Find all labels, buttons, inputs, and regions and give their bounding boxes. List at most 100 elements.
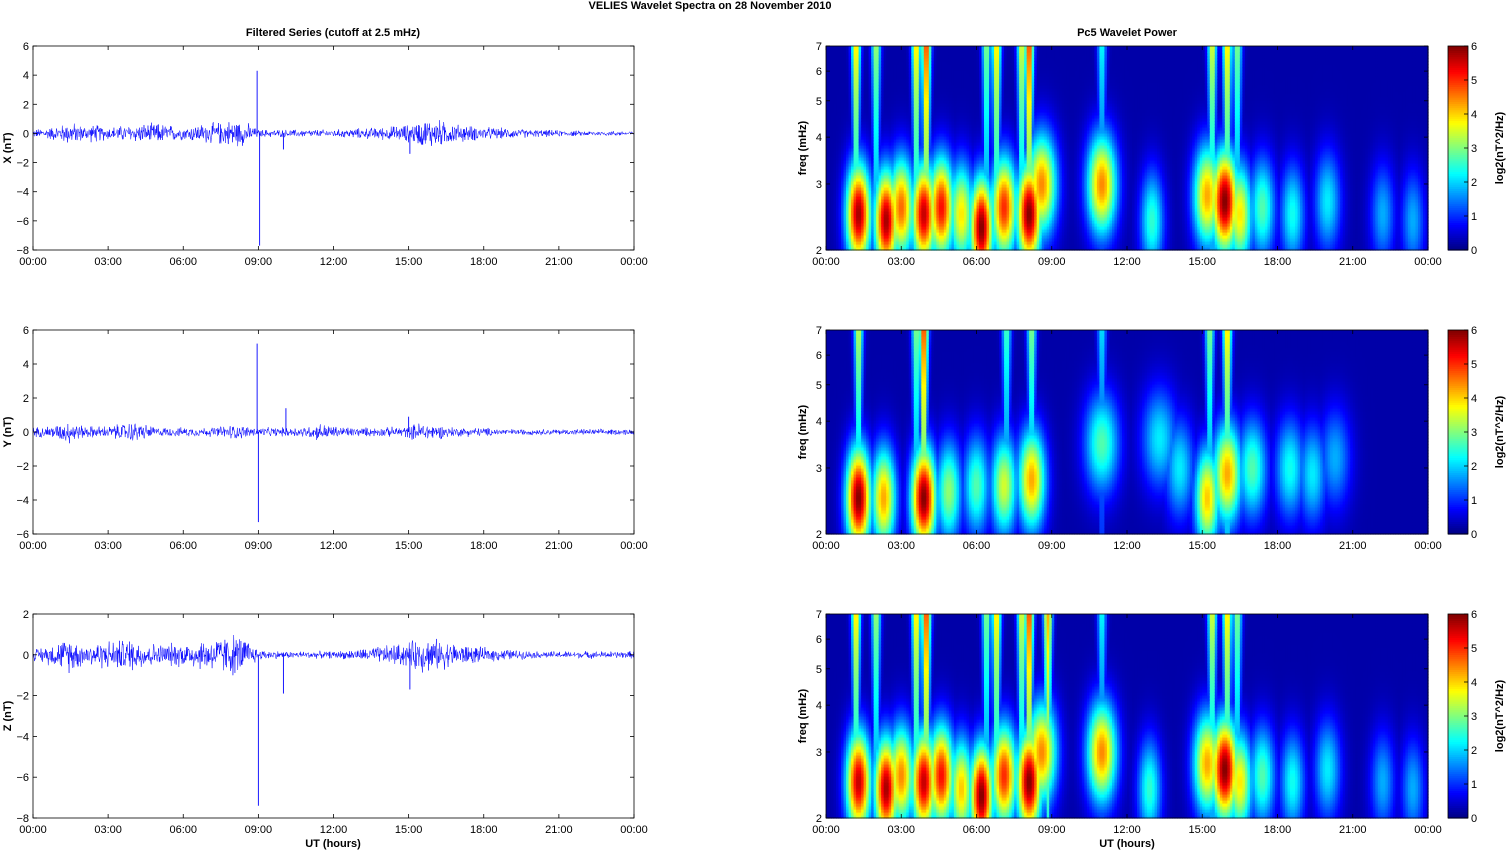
heatmap-cell — [831, 112, 835, 116]
heatmap-cell — [878, 247, 882, 251]
heatmap-cell — [848, 184, 852, 188]
heatmap-cell — [836, 133, 840, 137]
heatmap-cell — [846, 211, 850, 215]
heatmap-cell — [838, 232, 842, 236]
heatmap-cell — [873, 91, 877, 95]
heatmap-cell — [873, 61, 877, 65]
heatmap-cell — [881, 106, 885, 110]
heatmap-cell — [861, 148, 865, 152]
heatmap-cell — [866, 184, 870, 188]
heatmap-cell — [878, 142, 882, 146]
heatmap-cell — [836, 238, 840, 242]
heatmap-cell — [868, 217, 872, 221]
heatmap-cell — [853, 214, 857, 218]
heatmap-cell — [846, 232, 850, 236]
heatmap-cell — [871, 202, 875, 206]
heatmap-cell — [876, 175, 880, 179]
heatmap-cell — [883, 76, 887, 80]
heatmap-cell — [848, 55, 852, 59]
heatmap-cell — [876, 211, 880, 215]
heatmap-cell — [873, 67, 877, 71]
heatmap-cell — [853, 181, 857, 185]
heatmap-cell — [866, 76, 870, 80]
heatmap-cell — [828, 202, 832, 206]
heatmap-cell — [836, 196, 840, 200]
heatmap-cell — [868, 73, 872, 77]
heatmap-cell — [868, 100, 872, 104]
heatmap-cell — [881, 160, 885, 164]
heatmap-cell — [851, 241, 855, 245]
heatmap-cell — [828, 91, 832, 95]
heatmap-cell — [861, 208, 865, 212]
heatmap-cell — [841, 241, 845, 245]
heatmap-cell — [883, 136, 887, 140]
heatmap-cell — [873, 49, 877, 53]
heatmap-cell — [886, 97, 890, 101]
heatmap-cell — [833, 97, 837, 101]
heatmap-cell — [881, 208, 885, 212]
heatmap-cell — [878, 94, 882, 98]
heatmap-cell — [838, 94, 842, 98]
heatmap-cell — [826, 100, 830, 104]
heatmap-cell — [878, 91, 882, 95]
heatmap-cell — [863, 130, 867, 134]
heatmap-cell — [866, 94, 870, 98]
heatmap-cell — [858, 163, 862, 167]
heatmap-cell — [831, 160, 835, 164]
heatmap-cell — [828, 55, 832, 59]
heatmap-cell — [826, 226, 830, 230]
heatmap-cell — [871, 64, 875, 68]
heatmap-cell — [886, 103, 890, 107]
heatmap-cell — [866, 136, 870, 140]
heatmap-cell — [868, 109, 872, 113]
heatmap-cell — [866, 187, 870, 191]
heatmap-cell — [846, 76, 850, 80]
heatmap-cell — [836, 130, 840, 134]
heatmap-cell — [848, 202, 852, 206]
heatmap-cell — [841, 196, 845, 200]
heatmap-cell — [838, 67, 842, 71]
heatmap-cell — [881, 187, 885, 191]
heatmap-cell — [836, 118, 840, 122]
heatmap-cell — [883, 139, 887, 143]
heatmap-cell — [838, 247, 842, 251]
heatmap-cell — [848, 208, 852, 212]
heatmap-cell — [833, 76, 837, 80]
heatmap-cell — [841, 115, 845, 119]
heatmap-cell — [881, 55, 885, 59]
heatmap-cell — [873, 244, 877, 248]
heatmap-cell — [836, 76, 840, 80]
heatmap-cell — [851, 181, 855, 185]
heatmap-cell — [853, 151, 857, 155]
heatmap-cell — [873, 124, 877, 128]
heatmap-cell — [856, 76, 860, 80]
heatmap-cell — [826, 202, 830, 206]
heatmap-cell — [836, 184, 840, 188]
heatmap-cell — [861, 55, 865, 59]
heatmap-cell — [846, 142, 850, 146]
heatmap-cell — [841, 226, 845, 230]
heatmap-cell — [856, 97, 860, 101]
heatmap-cell — [871, 169, 875, 173]
heatmap-cell — [838, 82, 842, 86]
heatmap-cell — [886, 214, 890, 218]
heatmap-cell — [873, 70, 877, 74]
heatmap-cell — [861, 52, 865, 56]
heatmap-cell — [853, 196, 857, 200]
heatmap-cell — [858, 148, 862, 152]
heatmap-cell — [836, 181, 840, 185]
heatmap-cell — [883, 100, 887, 104]
heatmap-cell — [883, 163, 887, 167]
heatmap-cell — [843, 49, 847, 53]
heatmap-cell — [886, 229, 890, 233]
heatmap-cell — [858, 208, 862, 212]
heatmap-cell — [843, 157, 847, 161]
heatmap-cell — [868, 175, 872, 179]
heatmap-cell — [838, 58, 842, 62]
heatmap-cell — [833, 196, 837, 200]
heatmap-cell — [876, 46, 880, 50]
heatmap-cell — [846, 148, 850, 152]
heatmap-cell — [846, 52, 850, 56]
